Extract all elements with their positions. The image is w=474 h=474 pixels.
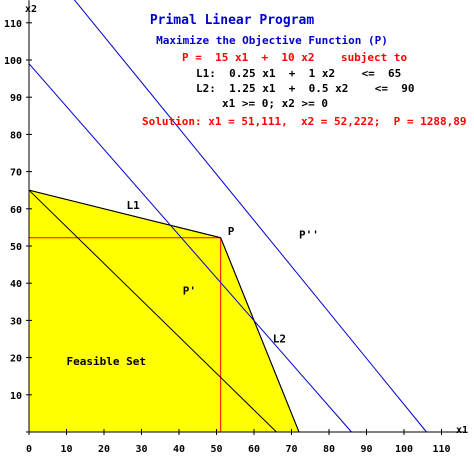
objective-function: P = 15 x1 + 10 x2 subject to <box>182 51 408 64</box>
y-tick-label-11: 110 <box>4 19 22 30</box>
annotation-0: L1 <box>127 199 141 212</box>
series-line-4 <box>73 0 427 433</box>
x-tick-label-4: 40 <box>173 444 185 455</box>
constraint-l1: L1: 0.25 x1 + 1 x2 <= 65 <box>196 67 401 80</box>
chart-subtitle: Maximize the Objective Function (P) <box>156 34 388 47</box>
constraint-nonneg: x1 >= 0; x2 >= 0 <box>222 97 328 110</box>
y-tick-label-2: 20 <box>10 354 22 365</box>
x-axis-label: x1 <box>456 425 468 436</box>
x-tick-label-6: 60 <box>248 444 260 455</box>
text-layer: Primal Linear Program Maximize the Objec… <box>67 13 467 368</box>
x-tick-label-8: 80 <box>323 444 335 455</box>
annotation-3: P' <box>183 284 196 297</box>
y-tick-label-8: 80 <box>10 130 22 141</box>
y-tick-label-6: 60 <box>10 205 22 216</box>
x-tick-label-9: 90 <box>360 444 372 455</box>
y-tick-label-10: 100 <box>4 56 22 67</box>
series-line-1 <box>220 237 300 433</box>
x-tick-label-1: 10 <box>60 444 72 455</box>
annotation-5: Feasible Set <box>67 355 146 368</box>
y-tick-label-9: 90 <box>10 93 22 104</box>
y-tick-label-4: 40 <box>10 279 22 290</box>
y-tick-label-1: 10 <box>10 391 22 402</box>
annotation-2: P'' <box>299 229 319 242</box>
annotation-1: P <box>228 225 235 238</box>
y-tick-label-5: 50 <box>10 242 22 253</box>
chart-title: Primal Linear Program <box>150 13 315 28</box>
x-tick-label-0: 0 <box>26 444 32 455</box>
x-tick-label-10: 100 <box>395 444 413 455</box>
series-line-0 <box>28 189 221 239</box>
x-tick-label-7: 70 <box>285 444 297 455</box>
constraint-l2: L2: 1.25 x1 + 0.5 x2 <= 90 <box>196 82 415 95</box>
x-tick-label-2: 20 <box>98 444 110 455</box>
annotation-4: L2 <box>273 333 286 346</box>
x-tick-label-11: 110 <box>432 444 450 455</box>
series-line-3 <box>28 63 352 433</box>
y-tick-label-3: 30 <box>10 316 22 327</box>
axis-layer: 0 10 20 30 40 50 60 70 80 90 100 110 10 20 30 40 50 60 70 8… <box>4 0 468 455</box>
y-tick-label-7: 70 <box>10 168 22 179</box>
x-tick-label-3: 30 <box>135 444 147 455</box>
y-axis-label: x2 <box>25 4 37 15</box>
series-line-2 <box>28 189 277 433</box>
solution-text: Solution: x1 = 51,111, x2 = 52,222; P = … <box>142 115 467 128</box>
x-tick-label-5: 50 <box>210 444 222 455</box>
